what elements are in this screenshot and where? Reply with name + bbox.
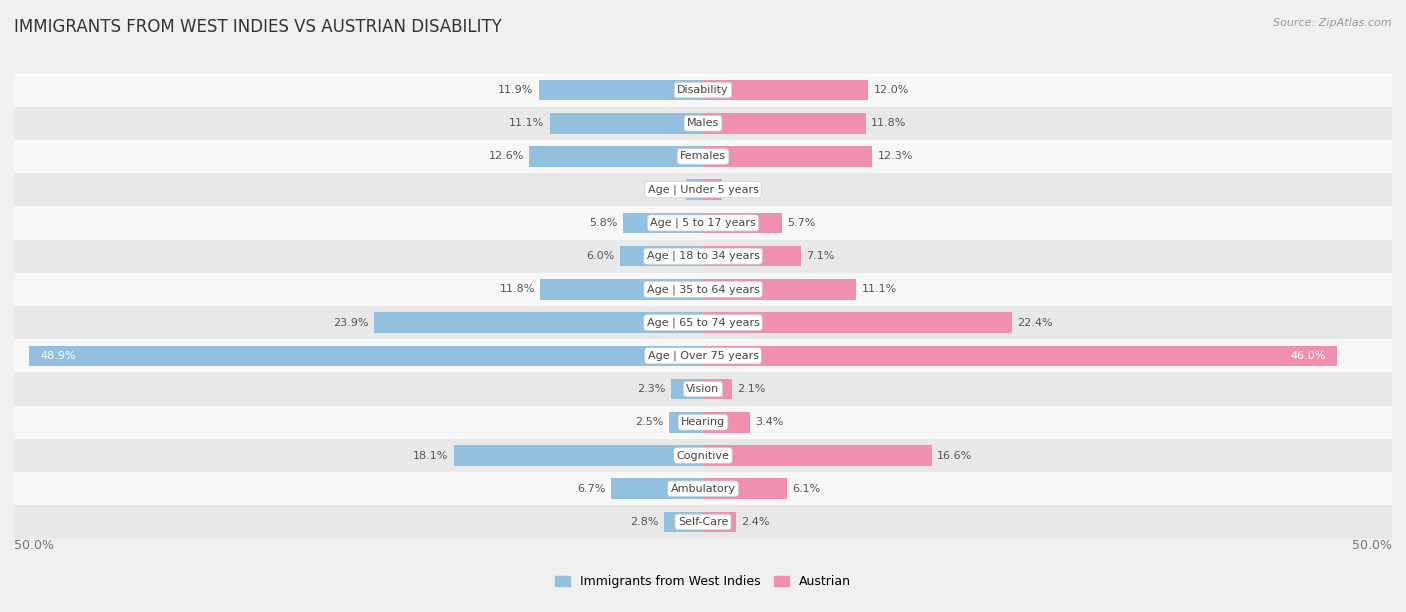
Bar bbox=[14, 406, 1392, 439]
Text: 18.1%: 18.1% bbox=[413, 450, 449, 460]
Bar bbox=[14, 439, 1392, 472]
Text: 2.4%: 2.4% bbox=[741, 517, 770, 527]
Text: 50.0%: 50.0% bbox=[1353, 539, 1392, 551]
Text: 11.8%: 11.8% bbox=[872, 118, 907, 129]
Bar bbox=[14, 73, 1392, 106]
Text: 16.6%: 16.6% bbox=[938, 450, 973, 460]
Bar bbox=[686, 179, 703, 200]
Text: 46.0%: 46.0% bbox=[1291, 351, 1326, 361]
Text: IMMIGRANTS FROM WEST INDIES VS AUSTRIAN DISABILITY: IMMIGRANTS FROM WEST INDIES VS AUSTRIAN … bbox=[14, 18, 502, 36]
Bar bbox=[14, 306, 1392, 339]
Bar bbox=[550, 113, 703, 133]
Bar bbox=[703, 312, 1012, 333]
Bar bbox=[703, 512, 737, 532]
Bar bbox=[703, 479, 787, 499]
Text: 11.1%: 11.1% bbox=[509, 118, 544, 129]
Text: 5.7%: 5.7% bbox=[787, 218, 815, 228]
Bar bbox=[669, 412, 703, 433]
Text: Males: Males bbox=[688, 118, 718, 129]
Text: 12.0%: 12.0% bbox=[875, 85, 910, 95]
Bar bbox=[665, 512, 703, 532]
Text: Age | Over 75 years: Age | Over 75 years bbox=[648, 351, 758, 361]
Legend: Immigrants from West Indies, Austrian: Immigrants from West Indies, Austrian bbox=[555, 575, 851, 588]
Text: Cognitive: Cognitive bbox=[676, 450, 730, 460]
Text: Age | Under 5 years: Age | Under 5 years bbox=[648, 184, 758, 195]
Bar bbox=[703, 412, 749, 433]
Text: Ambulatory: Ambulatory bbox=[671, 483, 735, 494]
Text: 11.1%: 11.1% bbox=[862, 285, 897, 294]
Bar bbox=[610, 479, 703, 499]
Text: 11.8%: 11.8% bbox=[499, 285, 534, 294]
Text: 2.5%: 2.5% bbox=[634, 417, 664, 427]
Text: 22.4%: 22.4% bbox=[1017, 318, 1053, 327]
Bar bbox=[623, 212, 703, 233]
Bar bbox=[454, 445, 703, 466]
Bar bbox=[530, 146, 703, 167]
Bar bbox=[671, 379, 703, 400]
Bar bbox=[703, 279, 856, 300]
Text: 7.1%: 7.1% bbox=[807, 251, 835, 261]
Bar bbox=[14, 206, 1392, 239]
Bar bbox=[14, 472, 1392, 506]
Text: Age | 5 to 17 years: Age | 5 to 17 years bbox=[650, 218, 756, 228]
Text: 2.3%: 2.3% bbox=[637, 384, 666, 394]
Text: Females: Females bbox=[681, 152, 725, 162]
Text: 6.1%: 6.1% bbox=[793, 483, 821, 494]
Bar bbox=[14, 239, 1392, 273]
Text: 12.3%: 12.3% bbox=[877, 152, 914, 162]
Bar bbox=[540, 279, 703, 300]
Bar bbox=[703, 346, 1337, 366]
Text: 3.4%: 3.4% bbox=[755, 417, 783, 427]
Text: Vision: Vision bbox=[686, 384, 720, 394]
Bar bbox=[14, 339, 1392, 373]
Text: Age | 65 to 74 years: Age | 65 to 74 years bbox=[647, 318, 759, 328]
Bar bbox=[14, 173, 1392, 206]
Bar bbox=[703, 146, 873, 167]
Bar bbox=[703, 179, 723, 200]
Text: 1.4%: 1.4% bbox=[728, 185, 756, 195]
Text: Self-Care: Self-Care bbox=[678, 517, 728, 527]
Text: 11.9%: 11.9% bbox=[498, 85, 533, 95]
Bar bbox=[538, 80, 703, 100]
Text: 1.2%: 1.2% bbox=[652, 185, 681, 195]
Bar bbox=[14, 140, 1392, 173]
Bar bbox=[14, 506, 1392, 539]
Text: 2.8%: 2.8% bbox=[630, 517, 659, 527]
Text: 5.8%: 5.8% bbox=[589, 218, 617, 228]
Text: Age | 18 to 34 years: Age | 18 to 34 years bbox=[647, 251, 759, 261]
Text: 48.9%: 48.9% bbox=[41, 351, 76, 361]
Text: 2.1%: 2.1% bbox=[738, 384, 766, 394]
Bar bbox=[30, 346, 703, 366]
Text: 6.0%: 6.0% bbox=[586, 251, 614, 261]
Bar bbox=[14, 373, 1392, 406]
Bar bbox=[703, 246, 801, 266]
Bar bbox=[620, 246, 703, 266]
Bar bbox=[703, 212, 782, 233]
Text: Disability: Disability bbox=[678, 85, 728, 95]
Text: Hearing: Hearing bbox=[681, 417, 725, 427]
Text: 50.0%: 50.0% bbox=[14, 539, 53, 551]
Bar bbox=[703, 445, 932, 466]
Bar bbox=[14, 273, 1392, 306]
Text: Age | 35 to 64 years: Age | 35 to 64 years bbox=[647, 284, 759, 294]
Text: 12.6%: 12.6% bbox=[488, 152, 524, 162]
Bar bbox=[703, 80, 869, 100]
Bar bbox=[14, 106, 1392, 140]
Bar bbox=[374, 312, 703, 333]
Text: 23.9%: 23.9% bbox=[333, 318, 368, 327]
Text: Source: ZipAtlas.com: Source: ZipAtlas.com bbox=[1274, 18, 1392, 28]
Text: 6.7%: 6.7% bbox=[576, 483, 605, 494]
Bar bbox=[703, 113, 866, 133]
Bar bbox=[703, 379, 733, 400]
